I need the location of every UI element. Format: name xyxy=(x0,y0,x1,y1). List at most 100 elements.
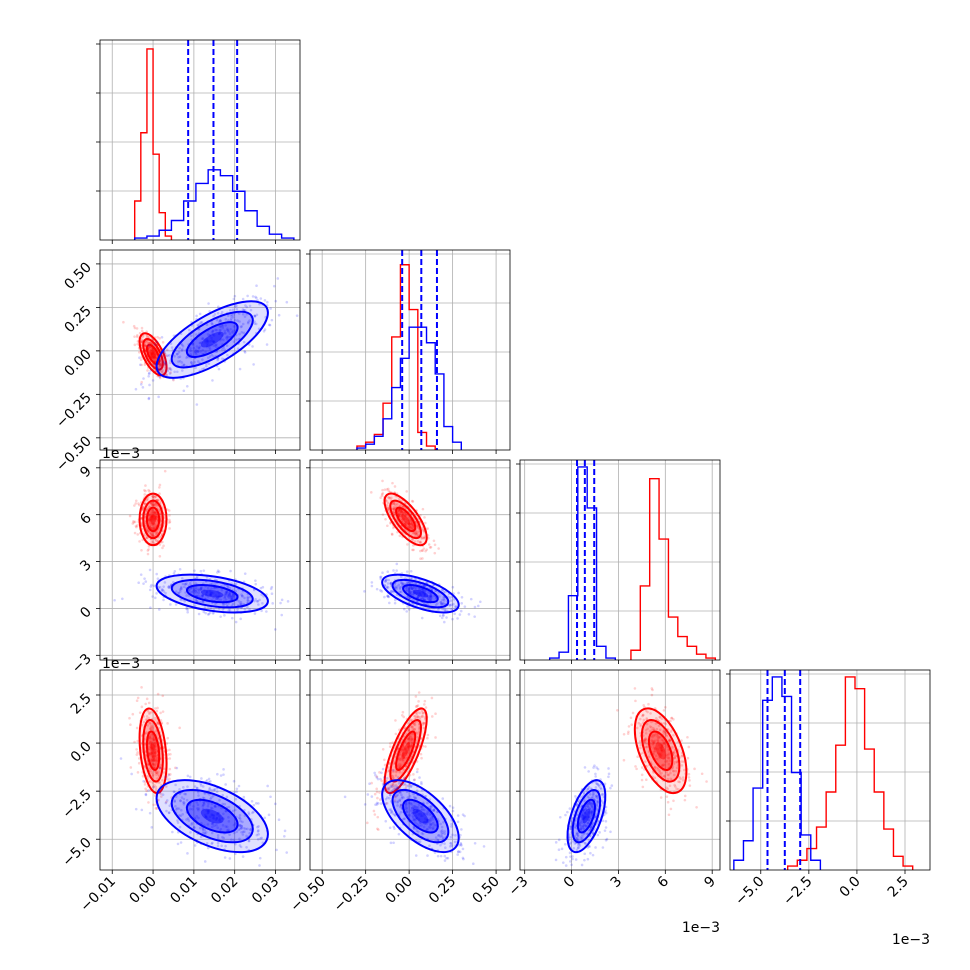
scatter-point xyxy=(414,811,417,814)
scatter-point xyxy=(225,336,228,340)
scatter-point xyxy=(638,740,642,743)
scatter-point xyxy=(445,609,448,612)
scatter-point xyxy=(429,594,432,597)
scatter-point xyxy=(411,587,414,590)
scatter-point xyxy=(233,294,237,298)
scatter-point xyxy=(183,582,187,586)
scatter-point xyxy=(581,826,584,829)
scatter-point xyxy=(180,587,183,591)
scatter-point xyxy=(204,815,208,819)
scatter-point xyxy=(442,620,446,624)
scatter-point xyxy=(396,786,399,789)
scatter-point xyxy=(221,802,225,806)
scatter-point xyxy=(213,788,216,791)
scatter-point xyxy=(595,794,598,797)
scatter-point xyxy=(665,753,668,756)
scatter-point xyxy=(246,596,250,600)
y-tick-label: −0.25 xyxy=(53,390,95,432)
scatter-point xyxy=(473,615,476,618)
scatter-point xyxy=(422,547,426,550)
scatter-point xyxy=(211,591,215,595)
scatter-point xyxy=(209,779,212,783)
scatter-point xyxy=(564,813,567,817)
scatter-point xyxy=(234,582,238,586)
scatter-point xyxy=(210,339,214,342)
scatter-point xyxy=(411,727,414,731)
scatter-point xyxy=(411,806,414,810)
scatter-point xyxy=(136,739,140,743)
scatter-point xyxy=(154,744,157,748)
scatter-point xyxy=(180,585,183,589)
scatter-point xyxy=(148,811,152,815)
scatter-point xyxy=(238,817,242,821)
scatter-point xyxy=(584,808,587,811)
scatter-point xyxy=(700,772,704,776)
scatter-point xyxy=(154,742,157,745)
scatter-point xyxy=(119,757,123,760)
scatter-point xyxy=(211,807,214,810)
scatter-point xyxy=(158,363,161,367)
scatter-point xyxy=(256,599,260,603)
scatter-point xyxy=(169,368,173,372)
scatter-point xyxy=(561,861,565,864)
scatter-point xyxy=(205,364,208,368)
scatter-point xyxy=(586,804,589,808)
scatter-point xyxy=(143,502,146,506)
scatter-point xyxy=(582,818,586,821)
scatter-point xyxy=(144,702,147,706)
scatter-point xyxy=(414,695,418,698)
scatter-point xyxy=(202,802,206,806)
scatter-point xyxy=(669,759,672,763)
scatter-point xyxy=(255,599,259,603)
scatter-point xyxy=(688,779,691,782)
red-contour xyxy=(138,332,168,377)
red-density-level xyxy=(401,514,410,525)
scatter-point xyxy=(172,572,176,575)
scatter-point xyxy=(148,531,152,535)
scatter-point xyxy=(407,751,411,754)
scatter-point xyxy=(168,367,172,371)
scatter-point xyxy=(195,786,199,790)
scatter-point xyxy=(212,814,216,818)
scatter-point xyxy=(153,738,156,742)
scatter-point xyxy=(581,812,584,816)
scatter-point xyxy=(241,833,245,836)
scatter-point xyxy=(415,810,419,814)
scatter-point xyxy=(687,776,691,779)
scatter-point xyxy=(392,783,395,787)
scatter-point xyxy=(590,813,594,816)
blue-contour xyxy=(170,789,254,844)
scatter-point xyxy=(210,788,214,792)
scatter-point xyxy=(394,787,398,791)
scatter-point xyxy=(191,808,194,811)
scatter-point xyxy=(158,766,162,770)
scatter-point xyxy=(408,589,411,593)
scatter-point xyxy=(146,497,149,501)
scatter-point xyxy=(152,355,155,358)
scatter-point xyxy=(399,514,403,518)
scatter-point xyxy=(412,778,416,782)
blue-contour xyxy=(155,573,269,614)
scatter-point xyxy=(168,520,172,524)
scatter-point xyxy=(146,369,149,372)
scatter-point xyxy=(408,587,411,590)
red-contour xyxy=(145,506,161,533)
scatter-point xyxy=(429,822,432,826)
scatter-point xyxy=(194,586,198,590)
scatter-point xyxy=(205,817,209,820)
scatter-point xyxy=(407,737,411,741)
scatter-point xyxy=(419,593,423,597)
scatter-point xyxy=(660,744,664,748)
scatter-point xyxy=(557,848,561,851)
scatter-point xyxy=(375,801,379,805)
scatter-point xyxy=(656,751,660,755)
scatter-point xyxy=(176,370,179,374)
scatter-point xyxy=(641,714,644,718)
scatter-point xyxy=(424,820,427,823)
scatter-point xyxy=(180,348,184,351)
scatter-point xyxy=(443,854,447,858)
scatter-point xyxy=(261,601,264,605)
scatter-point xyxy=(422,589,426,592)
scatter-point xyxy=(656,739,660,743)
scatter-point xyxy=(663,730,667,734)
